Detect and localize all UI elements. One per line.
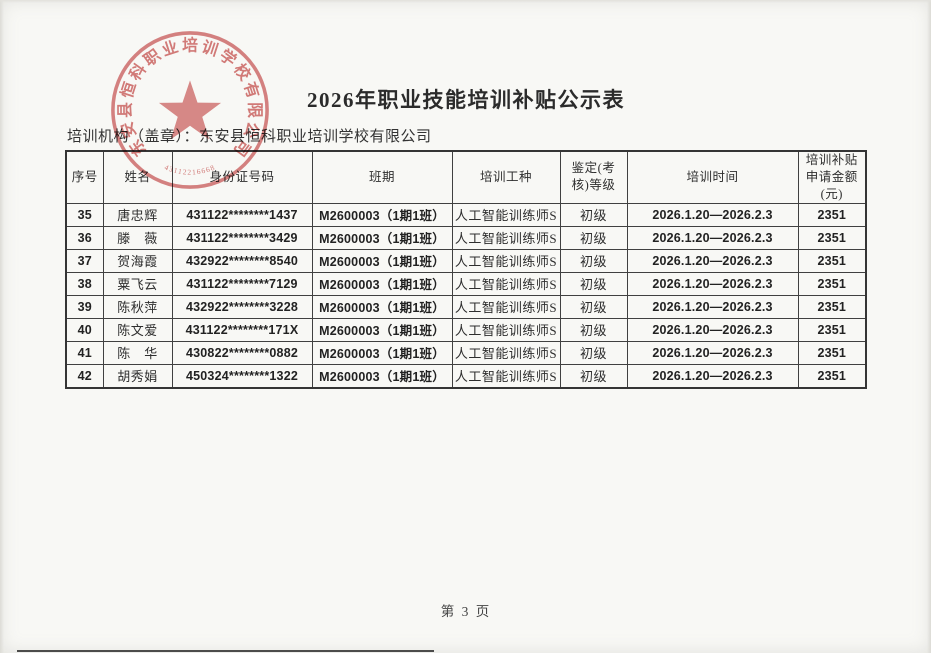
- table-row: 36 滕 薇 431122********3429 M2600003（1期1班） 人工智…: [65, 225, 867, 250]
- seal-ring-char: 职: [141, 46, 165, 70]
- table-cell: 胡秀娟: [102, 363, 173, 389]
- table-cell: 2351: [797, 294, 867, 319]
- table-cell: 初级: [559, 363, 628, 389]
- header-cell: 序号: [65, 150, 104, 204]
- table-cell: 42: [65, 363, 104, 389]
- table-cell: 2026.1.20—2026.2.3: [626, 225, 799, 250]
- table-cell: 432922********8540: [171, 248, 313, 273]
- seal-ring-char: 培: [182, 36, 198, 55]
- table-cell: 2351: [797, 317, 867, 342]
- seal-ring-char: 校: [230, 60, 255, 84]
- table-cell: 2026.1.20—2026.2.3: [626, 294, 799, 319]
- table-cell: 初级: [559, 248, 628, 273]
- table-row: 39 陈秋萍 432922********3228 M2600003（1期1班） 人工智…: [65, 294, 867, 319]
- table-cell: 陈文爱: [102, 317, 173, 342]
- table-cell: 初级: [559, 294, 628, 319]
- table-cell: 陈 华: [102, 340, 173, 365]
- header-cell: 身份证号码: [171, 150, 313, 204]
- table-cell: 450324********1322: [171, 363, 313, 389]
- table-row: 35 唐忠辉 431122********1437 M2600003（1期1班） 人工智…: [65, 202, 867, 227]
- table-cell: 2026.1.20—2026.2.3: [626, 340, 799, 365]
- table-cell: 2026.1.20—2026.2.3: [626, 271, 799, 296]
- seal-ring-char: 业: [160, 38, 181, 60]
- table-cell: 人工智能训练师S: [451, 202, 561, 227]
- table-cell: 430822********0882: [171, 340, 313, 365]
- table-row: 38 粟飞云 431122********7129 M2600003（1期1班） 人工智…: [65, 271, 867, 296]
- table-cell: 滕 薇: [102, 225, 173, 250]
- table-cell: 人工智能训练师S: [451, 363, 561, 389]
- table-cell: 431122********1437: [171, 202, 313, 227]
- subsidy-table: 序号 姓名 身份证号码 班期 培训工种 鉴定(考 核)等级 培训时间 培训补贴 申请金额 (元…: [65, 150, 867, 389]
- table-cell: M2600003（1期1班）: [311, 340, 453, 365]
- scan-edge-left: [0, 0, 4, 653]
- table-cell: M2600003（1期1班）: [311, 317, 453, 342]
- table-cell: M2600003（1期1班）: [311, 271, 453, 296]
- table-cell: 初级: [559, 317, 628, 342]
- table-cell: 人工智能训练师S: [451, 225, 561, 250]
- seal-ring-char: 科: [125, 60, 150, 84]
- table-cell: 粟飞云: [102, 271, 173, 296]
- table-cell: 36: [65, 225, 104, 250]
- scan-edge-top: [0, 0, 931, 3]
- table-cell: 初级: [559, 225, 628, 250]
- table-cell: M2600003（1期1班）: [311, 248, 453, 273]
- header-cell: 姓名: [102, 150, 173, 204]
- table-cell: 人工智能训练师S: [451, 248, 561, 273]
- seal-ring-char: 学: [216, 45, 240, 70]
- table-cell: 2026.1.20—2026.2.3: [626, 202, 799, 227]
- table-cell: 2026.1.20—2026.2.3: [626, 248, 799, 273]
- table-cell: 2351: [797, 271, 867, 296]
- table-cell: 人工智能训练师S: [451, 317, 561, 342]
- table-cell: M2600003（1期1班）: [311, 225, 453, 250]
- table-body: 35 唐忠辉 431122********1437 M2600003（1期1班） 人工智…: [65, 202, 867, 389]
- table-row: 41 陈 华 430822********0882 M2600003（1期1班） 人工智…: [65, 340, 867, 365]
- header-cell: 培训时间: [626, 150, 799, 204]
- table-cell: 2351: [797, 202, 867, 227]
- header-cell: 培训补贴 申请金额 (元): [797, 150, 867, 204]
- table-cell: 37: [65, 248, 104, 273]
- table-cell: 39: [65, 294, 104, 319]
- header-cell: 鉴定(考 核)等级: [559, 150, 628, 204]
- scan-edge-bottom-artifact: [17, 650, 434, 652]
- training-org-line: 培训机构（盖章）：东安县恒科职业培训学校有限公司: [67, 129, 432, 145]
- table-cell: M2600003（1期1班）: [311, 202, 453, 227]
- page-title: 2026年职业技能培训补贴公示表: [307, 88, 625, 112]
- scan-edge-right: [927, 0, 931, 653]
- seal-ring-char: 训: [200, 38, 221, 60]
- table-header-row: 序号 姓名 身份证号码 班期 培训工种 鉴定(考 核)等级 培训时间 培训补贴 申请金额 (元…: [65, 150, 867, 204]
- table-cell: 初级: [559, 271, 628, 296]
- table-cell: 初级: [559, 202, 628, 227]
- table-cell: M2600003（1期1班）: [311, 363, 453, 389]
- header-cell: 培训工种: [451, 150, 561, 204]
- table-cell: 人工智能训练师S: [451, 294, 561, 319]
- table-cell: 35: [65, 202, 104, 227]
- header-cell: 班期: [311, 150, 453, 204]
- table-cell: 38: [65, 271, 104, 296]
- table-row: 40 陈文爱 431122********171X M2600003（1期1班） 人工智…: [65, 317, 867, 342]
- table-cell: 2026.1.20—2026.2.3: [626, 363, 799, 389]
- table-row: 42 胡秀娟 450324********1322 M2600003（1期1班） 人工智…: [65, 363, 867, 389]
- table-cell: 40: [65, 317, 104, 342]
- table-cell: 431122********171X: [171, 317, 313, 342]
- table-cell: 人工智能训练师S: [451, 271, 561, 296]
- table-cell: 2351: [797, 340, 867, 365]
- table-cell: 陈秋萍: [102, 294, 173, 319]
- table-cell: 2351: [797, 363, 867, 389]
- table-cell: 2026.1.20—2026.2.3: [626, 317, 799, 342]
- table-row: 37 贺海霞 432922********8540 M2600003（1期1班） 人工智…: [65, 248, 867, 273]
- table-cell: 2351: [797, 225, 867, 250]
- table-cell: 唐忠辉: [102, 202, 173, 227]
- page-number: 第 3 页: [440, 604, 492, 619]
- table-cell: 432922********3228: [171, 294, 313, 319]
- table-cell: 初级: [559, 340, 628, 365]
- table-cell: 人工智能训练师S: [451, 340, 561, 365]
- table-cell: M2600003（1期1班）: [311, 294, 453, 319]
- table-cell: 贺海霞: [102, 248, 173, 273]
- table-cell: 41: [65, 340, 104, 365]
- table-cell: 2351: [797, 248, 867, 273]
- table-cell: 431122********7129: [171, 271, 313, 296]
- table-cell: 431122********3429: [171, 225, 313, 250]
